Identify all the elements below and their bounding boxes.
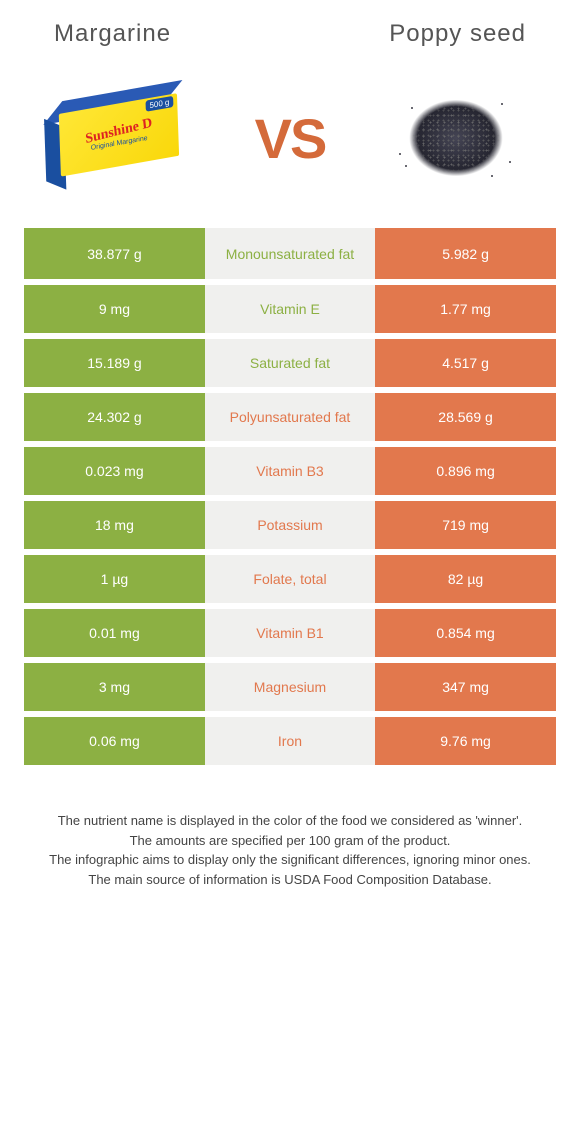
header: Margarine Poppy seed [24, 20, 556, 58]
nutrient-label: Vitamin B3 [205, 444, 375, 498]
table-row: 24.302 gPolyunsaturated fat28.569 g [24, 390, 556, 444]
nutrient-label: Vitamin B1 [205, 606, 375, 660]
right-value: 28.569 g [375, 390, 556, 444]
right-value: 1.77 mg [375, 282, 556, 336]
left-value: 38.877 g [24, 228, 205, 282]
footer-line: The nutrient name is displayed in the co… [44, 811, 536, 831]
nutrient-label: Folate, total [205, 552, 375, 606]
left-value: 15.189 g [24, 336, 205, 390]
right-value: 0.854 mg [375, 606, 556, 660]
footer-notes: The nutrient name is displayed in the co… [24, 771, 556, 909]
food-right-title: Poppy seed [389, 20, 526, 48]
nutrient-table: 38.877 gMonounsaturated fat5.982 g9 mgVi… [24, 228, 556, 771]
footer-line: The main source of information is USDA F… [44, 870, 536, 890]
food-left-title: Margarine [54, 20, 171, 48]
table-row: 0.01 mgVitamin B10.854 mg [24, 606, 556, 660]
right-value: 9.76 mg [375, 714, 556, 768]
vs-label: VS [255, 106, 326, 171]
left-value: 0.06 mg [24, 714, 205, 768]
margarine-image: 500 g Sunshine D Original Margarine [54, 78, 194, 198]
table-row: 3 mgMagnesium347 mg [24, 660, 556, 714]
nutrient-label: Saturated fat [205, 336, 375, 390]
poppy-seed-image [386, 78, 526, 198]
right-value: 5.982 g [375, 228, 556, 282]
table-row: 0.023 mgVitamin B30.896 mg [24, 444, 556, 498]
footer-line: The infographic aims to display only the… [44, 850, 536, 870]
table-row: 15.189 gSaturated fat4.517 g [24, 336, 556, 390]
left-value: 9 mg [24, 282, 205, 336]
table-row: 1 µgFolate, total82 µg [24, 552, 556, 606]
nutrient-label: Magnesium [205, 660, 375, 714]
comparison-infographic: Margarine Poppy seed 500 g Sunshine D Or… [0, 0, 580, 929]
images-row: 500 g Sunshine D Original Margarine VS [24, 58, 556, 228]
right-value: 4.517 g [375, 336, 556, 390]
right-value: 82 µg [375, 552, 556, 606]
left-value: 0.023 mg [24, 444, 205, 498]
nutrient-label: Polyunsaturated fat [205, 390, 375, 444]
nutrient-label: Potassium [205, 498, 375, 552]
table-row: 0.06 mgIron9.76 mg [24, 714, 556, 768]
nutrient-label: Vitamin E [205, 282, 375, 336]
nutrient-label: Monounsaturated fat [205, 228, 375, 282]
right-value: 0.896 mg [375, 444, 556, 498]
left-value: 1 µg [24, 552, 205, 606]
table-row: 9 mgVitamin E1.77 mg [24, 282, 556, 336]
left-value: 18 mg [24, 498, 205, 552]
left-value: 0.01 mg [24, 606, 205, 660]
right-value: 719 mg [375, 498, 556, 552]
table-row: 38.877 gMonounsaturated fat5.982 g [24, 228, 556, 282]
nutrient-label: Iron [205, 714, 375, 768]
pack-weight-badge: 500 g [145, 96, 173, 112]
table-row: 18 mgPotassium719 mg [24, 498, 556, 552]
left-value: 3 mg [24, 660, 205, 714]
left-value: 24.302 g [24, 390, 205, 444]
footer-line: The amounts are specified per 100 gram o… [44, 831, 536, 851]
right-value: 347 mg [375, 660, 556, 714]
